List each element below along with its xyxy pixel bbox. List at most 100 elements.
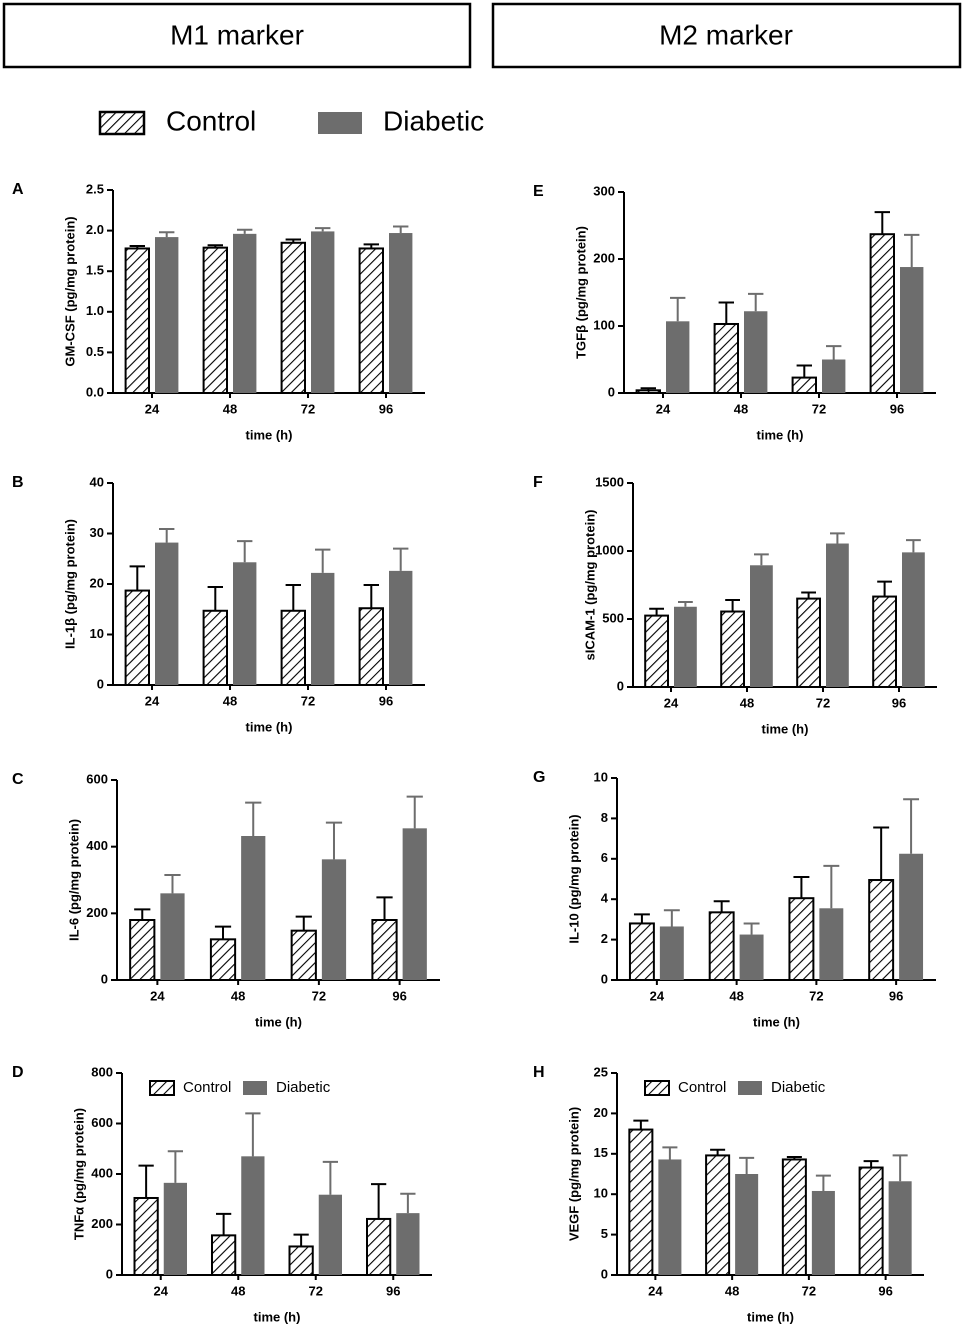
x-tick-label: 48 [231,1283,245,1298]
x-tick-label: 96 [386,1283,400,1298]
y-axis-label: IL-6 (pg/mg protein) [66,819,81,941]
y-tick-label: 1000 [595,542,624,557]
bar [713,322,739,394]
bar [744,311,768,393]
y-tick-label: 0.0 [86,384,104,399]
legend-label: Control [166,105,256,136]
x-axis-label: time (h) [254,1309,301,1324]
error-bar [315,548,331,573]
x-tick-label: 96 [889,988,903,1003]
bar [311,231,335,393]
error-bar [237,540,253,563]
error-bar [295,915,312,931]
bar [900,267,924,393]
legend-label: Diabetic [276,1079,331,1096]
bar [211,1234,237,1277]
bar [202,246,229,394]
bar [280,241,307,394]
error-bar [237,228,253,234]
y-tick-label: 8 [601,810,608,825]
error-bar [207,586,223,611]
bar [288,1245,314,1277]
bar [396,1213,420,1275]
bar [659,926,684,980]
panel-label: C [12,771,24,788]
x-tick-label: 72 [812,401,826,416]
panel-label: E [533,183,544,200]
legend-label: Diabetic [771,1079,826,1096]
bar [858,1166,884,1277]
x-axis-label: time (h) [753,1014,800,1029]
legend-label: Diabetic [383,105,484,136]
error-bar [159,527,175,543]
y-tick-label: 0 [106,1266,113,1281]
y-tick-label: 0 [601,1266,608,1281]
x-tick-label: 24 [154,1283,169,1298]
x-tick-label: 72 [809,988,823,1003]
y-tick-label: 1500 [595,474,624,489]
header-box [491,2,962,69]
error-bar [633,913,650,924]
error-bar [873,826,890,881]
x-tick-label: 48 [734,401,748,416]
bar [209,938,237,981]
y-tick-label: 2.0 [86,222,104,237]
error-bar [748,292,764,312]
bar [280,609,307,687]
y-tick-label: 1.5 [86,263,104,278]
bar [899,853,924,980]
y-tick-label: 40 [90,474,104,489]
y-tick-label: 2 [601,931,608,946]
legend-swatch [98,110,146,136]
error-bar [138,1164,154,1198]
bar [822,359,846,393]
legend-swatch [243,1081,267,1095]
x-axis-label: time (h) [255,1014,302,1029]
legend-swatch [738,1081,762,1095]
error-bar [906,539,921,553]
x-tick-label: 96 [392,988,406,1003]
error-bar [134,908,151,920]
error-bar [663,909,680,927]
bar [389,233,413,393]
error-bar [285,584,301,611]
bar [791,376,817,394]
y-tick-label: 2.5 [86,181,104,196]
error-bar [830,532,845,544]
bar [290,929,317,982]
error-bar [662,1146,678,1160]
bar [358,247,385,394]
x-tick-label: 96 [892,695,906,710]
error-bar [325,821,343,860]
x-tick-label: 48 [223,693,237,708]
error-bar [216,1212,232,1236]
y-axis-label: TGFβ (pg/mg protein) [573,226,588,359]
bar [658,1159,682,1275]
error-bar [754,553,769,566]
error-bar [159,231,175,238]
bar [163,1182,187,1275]
error-bar [877,580,892,597]
y-tick-label: 100 [593,317,615,332]
error-bar [801,591,816,599]
x-axis-label: time (h) [246,719,293,734]
bar [644,614,670,688]
x-tick-label: 48 [725,1283,739,1298]
x-axis-label: time (h) [757,427,804,442]
x-axis-label: time (h) [246,427,293,442]
error-bar [649,607,664,616]
x-tick-label: 48 [223,401,237,416]
legend-label: Control [183,1079,231,1096]
legend-swatch [318,112,362,134]
y-tick-label: 0.5 [86,344,104,359]
x-tick-label: 96 [890,401,904,416]
error-bar [670,296,686,322]
error-bar [393,225,409,234]
bar [811,1190,835,1275]
bar [628,922,655,982]
bar [868,879,895,982]
y-tick-label: 10 [594,1186,608,1201]
y-tick-label: 30 [90,525,104,540]
error-bar [739,1156,755,1174]
bar [735,1174,759,1275]
